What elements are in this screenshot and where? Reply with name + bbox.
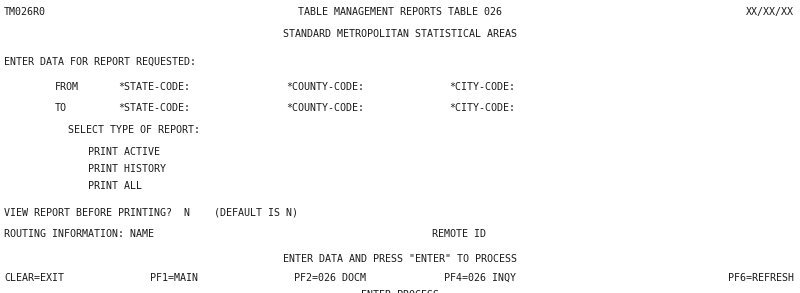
Text: VIEW REPORT BEFORE PRINTING?  N    (DEFAULT IS N): VIEW REPORT BEFORE PRINTING? N (DEFAULT …	[4, 207, 298, 217]
Text: *CITY-CODE:: *CITY-CODE:	[450, 103, 516, 113]
Text: FROM: FROM	[54, 82, 78, 92]
Text: TABLE MANAGEMENT REPORTS TABLE 026: TABLE MANAGEMENT REPORTS TABLE 026	[298, 7, 502, 17]
Text: STANDARD METROPOLITAN STATISTICAL AREAS: STANDARD METROPOLITAN STATISTICAL AREAS	[283, 29, 517, 39]
Text: ENTER DATA FOR REPORT REQUESTED:: ENTER DATA FOR REPORT REQUESTED:	[4, 56, 196, 66]
Text: REMOTE ID: REMOTE ID	[432, 229, 486, 239]
Text: PF1=MAIN: PF1=MAIN	[150, 273, 198, 283]
Text: PRINT HISTORY: PRINT HISTORY	[88, 164, 166, 174]
Text: *CITY-CODE:: *CITY-CODE:	[450, 82, 516, 92]
Text: CLEAR=EXIT: CLEAR=EXIT	[4, 273, 64, 283]
Text: *COUNTY-CODE:: *COUNTY-CODE:	[286, 82, 364, 92]
Text: *STATE-CODE:: *STATE-CODE:	[118, 103, 190, 113]
Text: ENTER DATA AND PRESS "ENTER" TO PROCESS: ENTER DATA AND PRESS "ENTER" TO PROCESS	[283, 254, 517, 264]
Text: PF4=026 INQY: PF4=026 INQY	[444, 273, 516, 283]
Text: PRINT ALL: PRINT ALL	[88, 181, 142, 191]
Text: PRINT ACTIVE: PRINT ACTIVE	[88, 147, 160, 157]
Text: TM026R0: TM026R0	[4, 7, 46, 17]
Text: PF6=REFRESH: PF6=REFRESH	[728, 273, 794, 283]
Text: XX/XX/XX: XX/XX/XX	[746, 7, 794, 17]
Text: SELECT TYPE OF REPORT:: SELECT TYPE OF REPORT:	[68, 125, 200, 135]
Text: *COUNTY-CODE:: *COUNTY-CODE:	[286, 103, 364, 113]
Text: PF2=026 DOCM: PF2=026 DOCM	[294, 273, 366, 283]
Text: ROUTING INFORMATION: NAME: ROUTING INFORMATION: NAME	[4, 229, 154, 239]
Text: TO: TO	[54, 103, 66, 113]
Text: *STATE-CODE:: *STATE-CODE:	[118, 82, 190, 92]
Text: ENTER=PROCESS: ENTER=PROCESS	[361, 290, 439, 293]
